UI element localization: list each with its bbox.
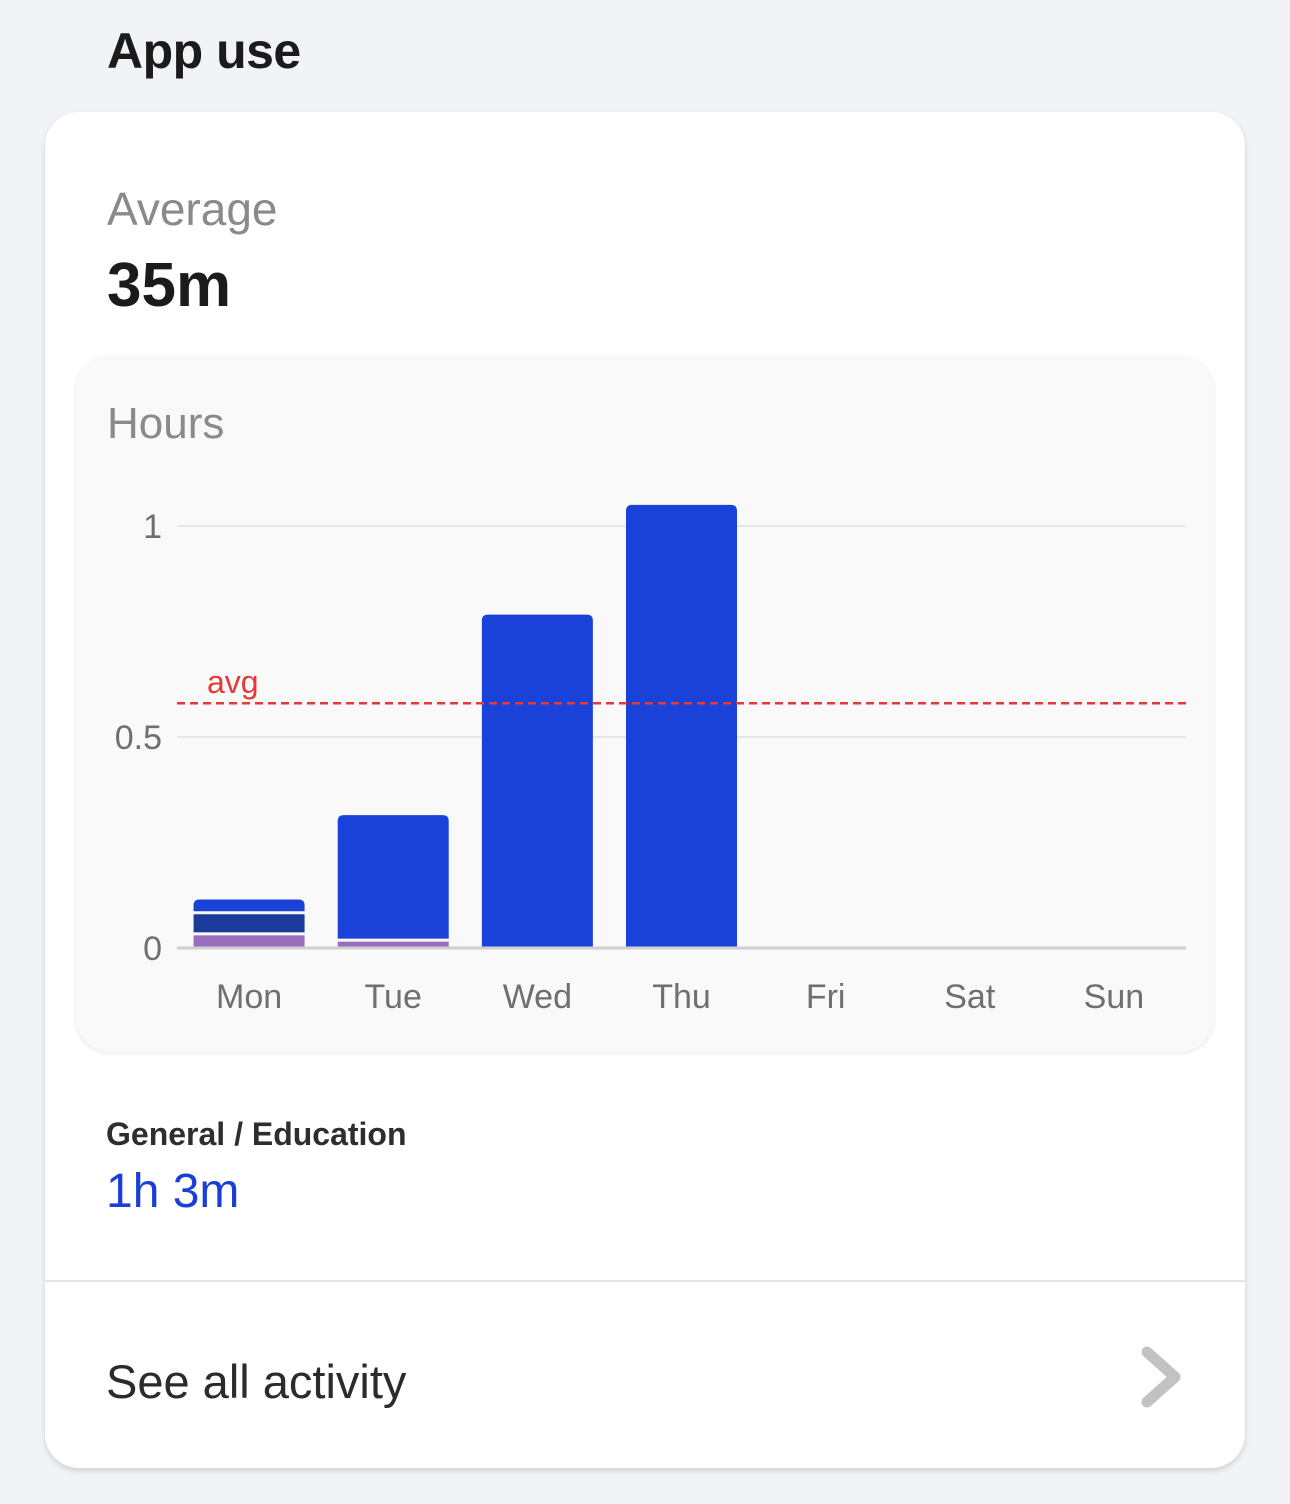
x-tick-label: Sun (1084, 978, 1145, 1016)
section-title: App use (107, 23, 301, 79)
x-tick-label: Mon (216, 978, 282, 1016)
category-total: 1h 3m (106, 1165, 240, 1218)
divider (45, 1280, 1245, 1282)
y-tick-label: 0.5 (115, 719, 162, 757)
see-all-activity-row[interactable]: See all activity (45, 1282, 1245, 1468)
bar-segment (193, 899, 305, 912)
bar-segment (193, 935, 305, 948)
bar-segment (626, 504, 737, 948)
bar-segment (337, 941, 449, 948)
x-tick-label: Tue (365, 978, 422, 1016)
x-tick-label: Thu (652, 978, 711, 1016)
x-tick-label: Wed (503, 978, 572, 1016)
category-name: General / Education (106, 1116, 407, 1152)
bar-segment (481, 614, 593, 948)
y-tick-label: 0 (143, 930, 162, 968)
x-tick-label: Fri (806, 978, 846, 1016)
bar-segment (337, 815, 449, 939)
average-line-label: avg (207, 664, 259, 700)
bar-segment (193, 914, 305, 933)
usage-bar-chart: Hours 1 0.5 0 Mon Tue Wed Thu Fri Sat Sun avg (107, 399, 1186, 1016)
x-tick-label: Sat (944, 978, 996, 1016)
usage-chart-panel: Hours 1 0.5 0 Mon Tue Wed Thu Fri Sat Sun avg (76, 356, 1214, 1052)
chevron-right-icon (1141, 1346, 1181, 1408)
app-use-card: Average 35m Hours 1 0.5 0 Mon Tue Wed Thu Fri Sat… (45, 112, 1245, 1468)
average-label: Average (107, 183, 278, 235)
see-all-activity-label: See all activity (106, 1355, 407, 1408)
y-tick-label: 1 (143, 508, 162, 546)
average-value: 35m (107, 251, 232, 320)
y-axis-title: Hours (107, 399, 224, 448)
